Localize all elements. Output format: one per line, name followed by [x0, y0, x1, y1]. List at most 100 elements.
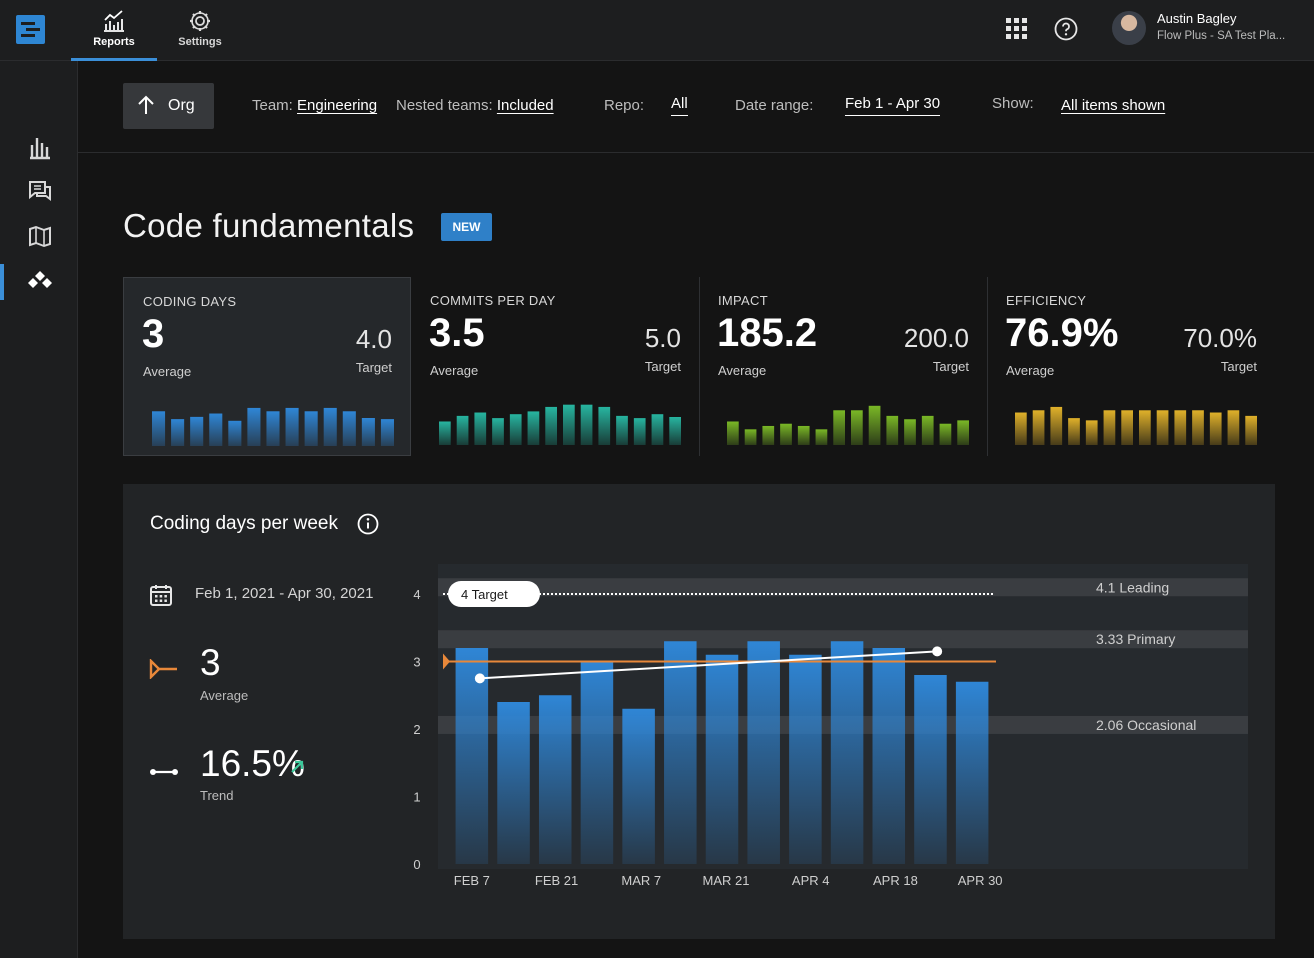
spark-bar	[1121, 410, 1133, 445]
x-tick-label: APR 30	[958, 873, 1003, 888]
spark-bar	[152, 411, 166, 446]
tab-reports[interactable]: Reports	[71, 0, 157, 61]
spark-bar	[886, 415, 899, 445]
panel-date-range: Feb 1, 2021 - Apr 30, 2021	[195, 585, 374, 602]
app-logo[interactable]	[16, 15, 45, 44]
show-filter[interactable]: All items shown	[1061, 97, 1165, 114]
x-tick-label: MAR 7	[621, 873, 661, 888]
metric-card-efficiency[interactable]: EFFICIENCY 76.9% Average 70.0% Target	[987, 277, 1275, 456]
org-up-button[interactable]: Org	[123, 83, 214, 129]
spark-bar	[651, 414, 664, 445]
tab-settings[interactable]: Settings	[157, 0, 243, 61]
map-icon[interactable]	[26, 222, 54, 250]
chart-bar	[455, 648, 489, 864]
spark-bar	[342, 411, 356, 446]
filter-bar: Org Team: Engineering Nested teams: Incl…	[78, 61, 1314, 153]
benchmark-label: 2.06 Occasional	[1096, 717, 1196, 733]
nested-teams-filter[interactable]: Nested teams: Included	[396, 97, 554, 114]
spark-bar	[669, 417, 681, 445]
new-badge: NEW	[441, 213, 492, 241]
coding-days-chart: 4.1 Leading 3.33 Primary 2.06 Occasional 0 1…	[413, 564, 1248, 888]
sparkline	[1015, 406, 1257, 445]
average-marker-icon	[149, 659, 177, 679]
spark-bar	[474, 412, 487, 445]
nested-teams-value[interactable]: Included	[496, 97, 554, 114]
chart-bar	[955, 681, 989, 864]
spark-bar	[1015, 412, 1027, 445]
metric-target-label: Target	[644, 359, 681, 374]
repo-filter[interactable]: All	[671, 95, 688, 116]
help-icon[interactable]	[1054, 17, 1078, 41]
trend-label: Trend	[200, 788, 234, 803]
metric-value: 3	[142, 312, 165, 356]
trend-line-icon	[150, 769, 178, 775]
x-tick-label: FEB 7	[454, 873, 490, 888]
trend-up-arrow-icon	[291, 760, 304, 773]
average-label: Average	[200, 688, 249, 703]
gear-icon	[190, 11, 210, 31]
target-pill-label: 4 Target	[461, 587, 508, 602]
spark-bar	[1085, 420, 1098, 445]
chart-bar	[622, 708, 655, 864]
chart-bar	[872, 648, 906, 864]
metric-target-label: Target	[932, 359, 969, 374]
spark-bar	[171, 419, 185, 446]
spark-bar	[439, 421, 451, 445]
spark-bar	[1209, 412, 1222, 445]
x-tick-label: FEB 21	[535, 873, 578, 888]
repo-filter-value[interactable]: All	[671, 95, 688, 116]
trend-start-point	[474, 673, 485, 684]
x-tick-label: APR 18	[873, 873, 918, 888]
chat-icon[interactable]	[26, 177, 54, 205]
trend-value: 16.5%	[200, 743, 305, 784]
reports-icon	[104, 10, 124, 32]
apps-grid-icon[interactable]	[1005, 16, 1029, 40]
show-filter-value[interactable]: All items shown	[1061, 97, 1166, 114]
spark-bar	[304, 411, 318, 446]
spark-bar	[228, 420, 242, 446]
bar-chart-icon[interactable]	[26, 133, 54, 161]
y-tick-label: 2	[413, 722, 420, 737]
team-filter[interactable]: Team: Engineering	[252, 97, 377, 114]
target-pill	[448, 581, 540, 607]
spark-bar	[266, 411, 280, 446]
org-button-label: Org	[168, 97, 195, 114]
average-line-marker	[443, 653, 450, 670]
date-range-value[interactable]: Feb 1 - Apr 30	[845, 95, 941, 116]
chart-bar	[497, 702, 530, 864]
chart-bar	[747, 641, 780, 864]
spark-bar	[456, 415, 469, 445]
user-name: Austin Bagley	[1157, 11, 1237, 26]
spark-bar	[509, 414, 522, 445]
diamonds-icon[interactable]	[26, 268, 54, 296]
metric-target: 70.0%	[1183, 323, 1257, 353]
spark-bar	[744, 429, 757, 445]
card-divider	[699, 277, 700, 456]
benchmark-label: 3.33 Primary	[1096, 631, 1175, 647]
spark-bar	[815, 429, 828, 445]
chart-bar	[664, 641, 697, 864]
metric-value-label: Average	[1006, 363, 1055, 378]
spark-bar	[851, 410, 863, 445]
spark-bar	[492, 418, 504, 445]
team-filter-label: Team:	[252, 97, 293, 114]
avatar	[1112, 11, 1146, 45]
spark-bar	[727, 421, 739, 445]
user-menu[interactable]: Austin Bagley Flow Plus - SA Test Pla...	[1112, 9, 1307, 49]
average-value: 3	[200, 642, 221, 683]
metric-value: 76.9%	[1005, 311, 1119, 355]
top-bar: Reports Settings Austin Bagley	[0, 0, 1314, 61]
metric-card-coding-days[interactable]: CODING DAYS 3 Average 4.0 Target	[123, 277, 411, 456]
spark-bar	[616, 415, 628, 445]
info-icon[interactable]	[357, 513, 379, 535]
spark-bar	[939, 423, 952, 445]
spark-bar	[633, 418, 646, 445]
benchmark-label: 4.1 Leading	[1096, 579, 1169, 595]
metric-card-commits-per-day[interactable]: COMMITS PER DAY 3.5 Average 5.0 Target	[411, 277, 699, 456]
metric-card-impact[interactable]: IMPACT 185.2 Average 200.0 Target	[699, 277, 987, 456]
chart-bar	[705, 654, 739, 864]
team-filter-value[interactable]: Engineering	[297, 97, 378, 114]
calendar-icon	[150, 585, 172, 606]
spark-bar	[1050, 406, 1063, 445]
date-range-filter[interactable]: Feb 1 - Apr 30	[845, 95, 941, 116]
